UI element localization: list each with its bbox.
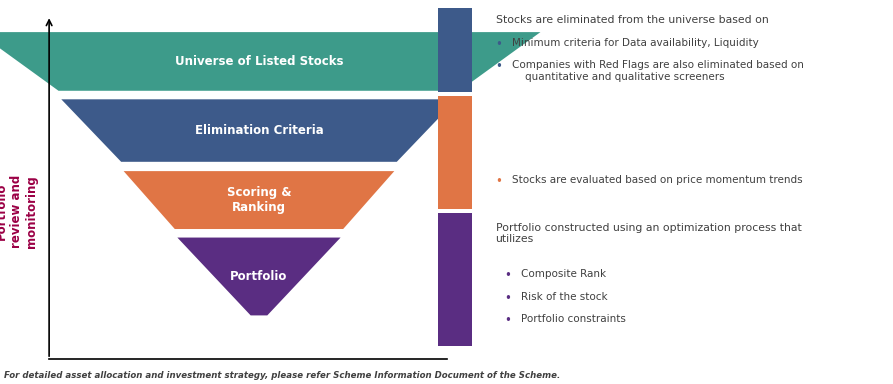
Text: Portfolio
review and
monitoring: Portfolio review and monitoring: [0, 175, 38, 248]
Text: Risk of the stock: Risk of the stock: [521, 292, 607, 302]
Text: •: •: [496, 60, 503, 73]
Text: •: •: [505, 292, 512, 305]
Polygon shape: [174, 236, 344, 317]
Bar: [438, 8, 472, 92]
Text: Universe of Listed Stocks: Universe of Listed Stocks: [175, 55, 343, 68]
Text: Stocks are eliminated from the universe based on: Stocks are eliminated from the universe …: [496, 15, 768, 25]
Bar: [438, 96, 472, 209]
Polygon shape: [58, 98, 460, 163]
Text: •: •: [496, 38, 503, 51]
Text: Portfolio constraints: Portfolio constraints: [521, 314, 625, 324]
Text: Stocks are evaluated based on price momentum trends: Stocks are evaluated based on price mome…: [512, 175, 802, 185]
Text: Composite Rank: Composite Rank: [521, 270, 605, 280]
Text: Scoring &
Ranking: Scoring & Ranking: [227, 186, 291, 214]
Bar: [438, 213, 472, 346]
Polygon shape: [121, 170, 397, 230]
Text: •: •: [496, 175, 503, 188]
Text: Elimination Criteria: Elimination Criteria: [195, 124, 323, 137]
Text: Minimum criteria for Data availability, Liquidity: Minimum criteria for Data availability, …: [512, 38, 758, 48]
Polygon shape: [0, 31, 545, 92]
Text: Companies with Red Flags are also eliminated based on
    quantitative and quali: Companies with Red Flags are also elimin…: [512, 60, 804, 81]
Text: Portfolio: Portfolio: [230, 270, 288, 283]
Text: •: •: [505, 314, 512, 327]
Text: For detailed asset allocation and investment strategy, please refer Scheme Infor: For detailed asset allocation and invest…: [4, 371, 561, 380]
Text: Portfolio constructed using an optimization process that
utilizes: Portfolio constructed using an optimizat…: [496, 223, 801, 244]
Text: •: •: [505, 270, 512, 283]
